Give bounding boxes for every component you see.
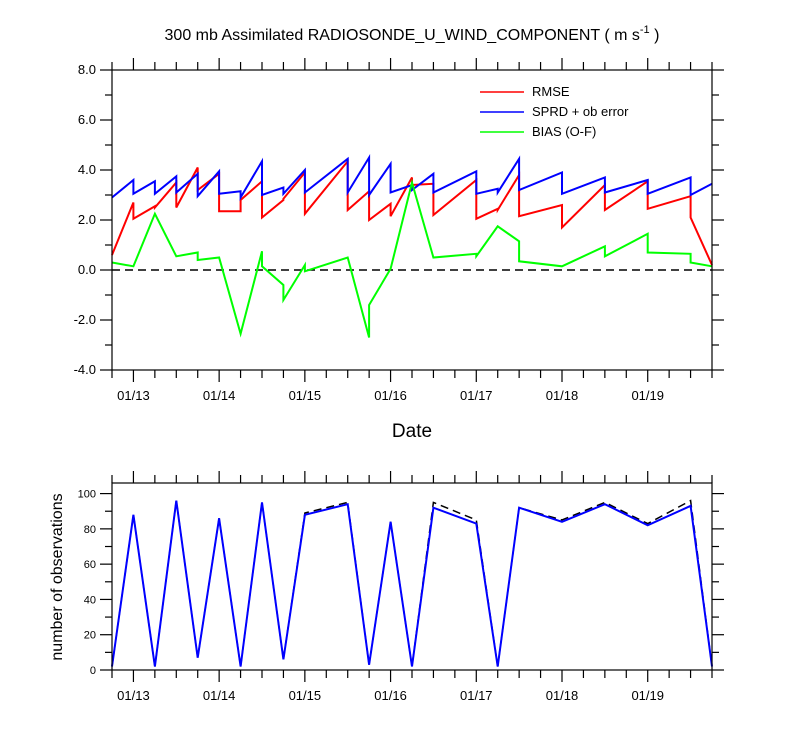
top-chart: 300 mb Assimilated RADIOSONDE_U_WIND_COM… xyxy=(74,24,724,442)
bottom-chart-ticks xyxy=(100,471,724,682)
top-ytick-label: -4.0 xyxy=(74,362,96,377)
bot-ytick-label: 0 xyxy=(90,665,96,677)
top-xtick-label: 01/14 xyxy=(203,388,236,403)
top-xtick-label: 01/19 xyxy=(631,388,664,403)
top-ytick-label: 4.0 xyxy=(78,162,96,177)
bot-ytick-label: 100 xyxy=(78,489,96,501)
bottom-chart-series xyxy=(111,499,713,667)
bot-series-observations-possible xyxy=(111,499,713,667)
top-chart-title: 300 mb Assimilated RADIOSONDE_U_WIND_COM… xyxy=(165,24,660,44)
bottom-chart-ylabel: number of observations xyxy=(49,493,66,660)
bottom-chart: 01/13 01/14 01/15 01/16 01/17 01/18 01/19 0 20 40… xyxy=(49,471,724,703)
bot-xtick-label: 01/15 xyxy=(289,688,322,703)
top-series-bias-o-f xyxy=(111,178,713,338)
top-chart-ticks xyxy=(100,58,724,382)
bot-ytick-label: 20 xyxy=(84,630,96,642)
top-chart-tick-labels: 01/13 01/14 01/15 01/16 01/17 01/18 01/19 -4.0 -… xyxy=(74,62,664,403)
top-chart-frame xyxy=(111,69,713,371)
legend-label-bias: BIAS (O-F) xyxy=(532,124,596,139)
bot-ytick-label: 60 xyxy=(84,559,96,571)
bottom-chart-frame xyxy=(111,482,713,671)
top-chart-legend: RMSE SPRD + ob error BIAS (O-F) xyxy=(480,84,629,139)
bot-series-observations-used xyxy=(111,500,713,667)
top-ytick-label: 8.0 xyxy=(78,62,96,77)
top-xtick-label: 01/18 xyxy=(546,388,579,403)
bot-xtick-label: 01/18 xyxy=(546,688,579,703)
top-ytick-label: -2.0 xyxy=(74,312,96,327)
top-ytick-label: 2.0 xyxy=(78,212,96,227)
top-xtick-label: 01/17 xyxy=(460,388,493,403)
bot-xtick-label: 01/14 xyxy=(203,688,236,703)
top-series-rmse xyxy=(111,158,713,266)
top-xtick-label: 01/16 xyxy=(374,388,407,403)
top-xtick-label: 01/15 xyxy=(289,388,322,403)
bot-xtick-label: 01/19 xyxy=(631,688,664,703)
bot-ytick-label: 40 xyxy=(84,594,96,606)
legend-label-sprd: SPRD + ob error xyxy=(532,104,629,119)
top-chart-xlabel: Date xyxy=(392,421,432,442)
top-ytick-label: 0.0 xyxy=(78,262,96,277)
top-series-sprd-ob-error xyxy=(111,153,713,202)
bot-xtick-label: 01/17 xyxy=(460,688,493,703)
bot-ytick-label: 80 xyxy=(84,524,96,536)
bot-xtick-label: 01/16 xyxy=(374,688,407,703)
bottom-chart-tick-labels: 01/13 01/14 01/15 01/16 01/17 01/18 01/19 0 20 40… xyxy=(78,489,664,703)
top-chart-series xyxy=(111,153,713,338)
top-xtick-label: 01/13 xyxy=(117,388,150,403)
legend-label-rmse: RMSE xyxy=(532,84,570,99)
bot-xtick-label: 01/13 xyxy=(117,688,150,703)
top-ytick-label: 6.0 xyxy=(78,112,96,127)
